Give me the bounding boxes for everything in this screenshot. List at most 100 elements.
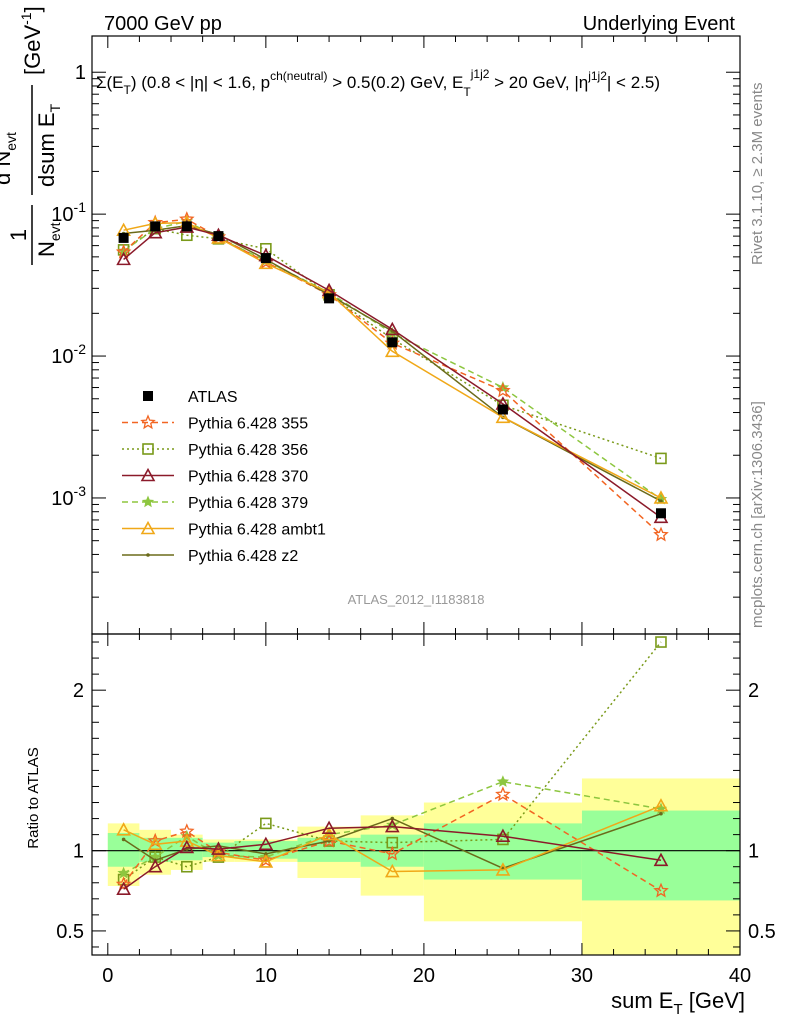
ratio-point-z2 xyxy=(390,816,395,821)
data-point-z2 xyxy=(659,499,663,503)
x-tick-label: 0 xyxy=(102,965,113,987)
legend-label-p370: Pythia 6.428 370 xyxy=(188,469,308,486)
ratio-point-p370 xyxy=(653,852,669,867)
y-tick-exponent: -1 xyxy=(74,199,87,215)
legend-label-p379: Pythia 6.428 379 xyxy=(188,495,308,512)
ratio-series-ambt1 xyxy=(116,798,669,878)
x-label-T: T xyxy=(673,1001,682,1018)
legend-marker-p355 xyxy=(140,414,156,430)
data-point-data xyxy=(118,232,129,243)
ratio-point-ambt1 xyxy=(147,836,163,851)
data-point-p370 xyxy=(116,251,131,266)
ratio-point-p355 xyxy=(495,786,511,802)
ratio-line-p370 xyxy=(123,825,662,890)
y-label-evt: evt xyxy=(47,222,63,241)
data-point-p355 xyxy=(653,526,669,542)
ratio-point-p355 xyxy=(653,882,669,898)
y-label-one: 1 xyxy=(6,229,31,241)
x-label-text: sum ET [GeV] xyxy=(611,988,745,1018)
y-tick-base: 10 xyxy=(51,346,73,368)
legend-marker-ambt1 xyxy=(140,520,156,535)
y-label-dsum: dsum ET xyxy=(34,103,63,187)
y-label-evt2: evt xyxy=(3,132,19,151)
ratio-point-p370 xyxy=(211,841,226,855)
ratio-point-p370 xyxy=(495,828,511,843)
title-part: > 20 GeV, |η xyxy=(489,73,588,92)
legend-marker-p356 xyxy=(142,443,154,455)
y-label-nevt: Nevt xyxy=(34,222,63,257)
ratio-y-tick-label-right: 0.5 xyxy=(748,921,776,943)
header-left: 7000 GeV pp xyxy=(104,13,222,35)
y-label-gev: [GeV xyxy=(20,25,45,75)
ratio-point-p370 xyxy=(179,839,195,854)
ratio-point-p356 xyxy=(260,817,272,830)
ratio-line-ambt1 xyxy=(123,805,662,873)
data-point-data xyxy=(260,253,271,264)
ratio-plot-frame: 0 10 20 30 40 0.5 0.5 1 1 2 2 xyxy=(56,633,776,987)
x-tick-label: 10 xyxy=(255,965,277,987)
ratio-point-ambt1 xyxy=(179,833,195,847)
legend-marker-z2 xyxy=(146,553,150,557)
ratio-point-ambt1 xyxy=(321,826,337,841)
ratio-y-tick-label-right: 1 xyxy=(748,841,759,863)
data-point-p370 xyxy=(384,321,400,336)
legend-label-p355: Pythia 6.428 355 xyxy=(188,416,308,433)
data-point-data xyxy=(497,404,508,415)
y-label-exp: -1 xyxy=(18,12,34,25)
ratio-line-p355 xyxy=(122,793,662,892)
plot-title: Σ(ET) (0.8 < |η| < 1.6, pch(neutral) > 0… xyxy=(96,67,660,99)
main-plot-border xyxy=(91,35,741,635)
main-plot-frame: 10-310-210-11 xyxy=(51,35,741,635)
ratio-point-p370 xyxy=(321,820,337,835)
ratio-point-z2 xyxy=(121,837,126,842)
ratio-series-group xyxy=(115,636,669,898)
data-point-ambt1 xyxy=(653,490,669,504)
main-y-axis-label: 1Nevtd Nevtdsum ET[GeV-1] xyxy=(0,6,63,265)
legend-item-p379: Pythia 6.428 379 xyxy=(122,495,308,512)
data-point-ambt1 xyxy=(384,343,400,358)
ratio-point-p355 xyxy=(258,852,274,868)
y-tick-exponent: -2 xyxy=(74,341,87,357)
title-part: ch(neutral) xyxy=(270,69,327,83)
ratio-point-p355 xyxy=(115,876,132,891)
ratio-y-tick-label: 2 xyxy=(73,680,84,702)
data-point-p370 xyxy=(147,225,163,239)
x-axis-label: sum ET [GeV] xyxy=(611,988,745,1018)
data-point-ambt1 xyxy=(495,409,511,424)
ratio-point-p379 xyxy=(496,775,510,787)
title-part: j1j2 xyxy=(587,69,607,83)
ratio-point-p370 xyxy=(384,818,400,833)
ratio-point-z2 xyxy=(264,852,268,856)
data-point-p379 xyxy=(654,492,668,505)
title-part: > 0.5(0.2) GeV, E xyxy=(327,73,463,92)
x-tick-label: 20 xyxy=(413,965,435,987)
legend-item-p356: Pythia 6.428 356 xyxy=(122,442,308,459)
y-label-d: d N xyxy=(0,151,15,185)
title-part: T xyxy=(124,83,132,97)
legend-label-z2: Pythia 6.428 z2 xyxy=(188,548,298,565)
y-label-T: T xyxy=(47,103,63,112)
ratio-point-z2 xyxy=(659,811,663,816)
title-part: j1j2 xyxy=(470,67,490,81)
ratio-y-tick-label: 1 xyxy=(73,841,84,863)
data-point-p356 xyxy=(655,452,667,465)
ratio-point-p379 xyxy=(117,866,130,879)
data-point-data xyxy=(213,231,224,242)
ratio-point-p356 xyxy=(181,860,193,873)
y-label-close: ] xyxy=(20,6,45,12)
ratio-point-ambt1 xyxy=(211,847,226,862)
y-label-unit: [GeV-1] xyxy=(18,6,45,75)
series-line-ambt1 xyxy=(123,221,662,499)
ratio-point-p370 xyxy=(116,881,131,895)
y-label-n: N xyxy=(34,241,59,257)
ratio-line-p356 xyxy=(123,641,662,881)
ratio-y-tick-label-right: 2 xyxy=(748,680,759,702)
ratio-y-tick-label: 0.5 xyxy=(56,921,84,943)
ratio-point-ambt1 xyxy=(258,854,274,868)
rivet-label: Rivet 3.1.10, ≥ 2.3M events xyxy=(749,83,766,266)
legend-label-ambt1: Pythia 6.428 ambt1 xyxy=(188,522,326,539)
ratio-point-p356 xyxy=(655,636,667,648)
series-data xyxy=(118,221,666,519)
legend-marker-data xyxy=(143,391,153,401)
